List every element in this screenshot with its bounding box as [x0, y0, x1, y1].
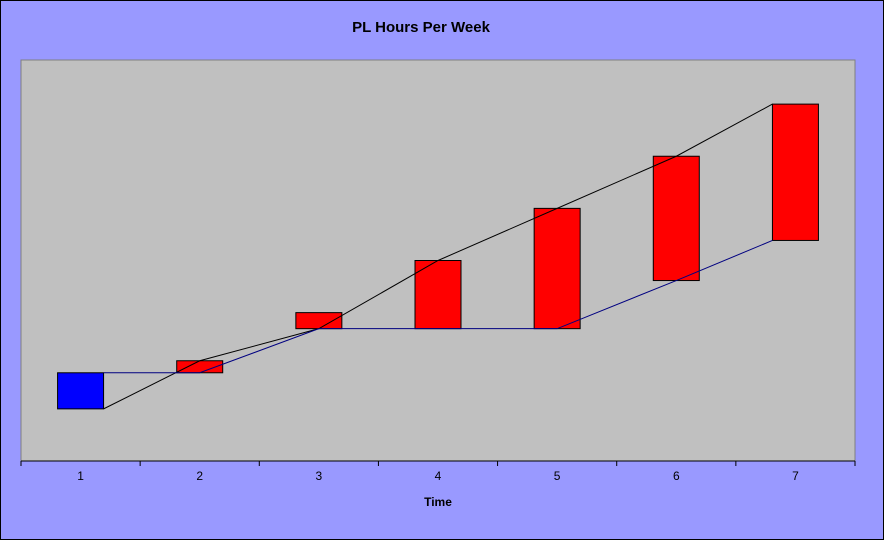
box-mark — [414, 260, 462, 330]
lower-line — [103, 239, 773, 374]
x-tick-label: 2 — [196, 469, 203, 483]
box-mark — [652, 155, 700, 282]
box-mark — [533, 207, 581, 330]
box-mark — [57, 372, 105, 410]
x-tick-label: 4 — [435, 469, 442, 483]
x-tick-label: 5 — [554, 469, 561, 483]
box-mark — [295, 312, 343, 330]
x-tick-label: 6 — [673, 469, 680, 483]
x-tick-label: 1 — [77, 469, 84, 483]
chart-title: PL Hours Per Week — [352, 19, 490, 36]
box-mark — [771, 103, 819, 241]
x-tick-label: 3 — [316, 469, 323, 483]
x-axis-label: Time — [424, 495, 452, 509]
upper-line — [103, 103, 773, 410]
chart-marks: 1 2 3 4 5 6 7 — [20, 103, 856, 483]
x-tick-label: 7 — [792, 469, 799, 483]
